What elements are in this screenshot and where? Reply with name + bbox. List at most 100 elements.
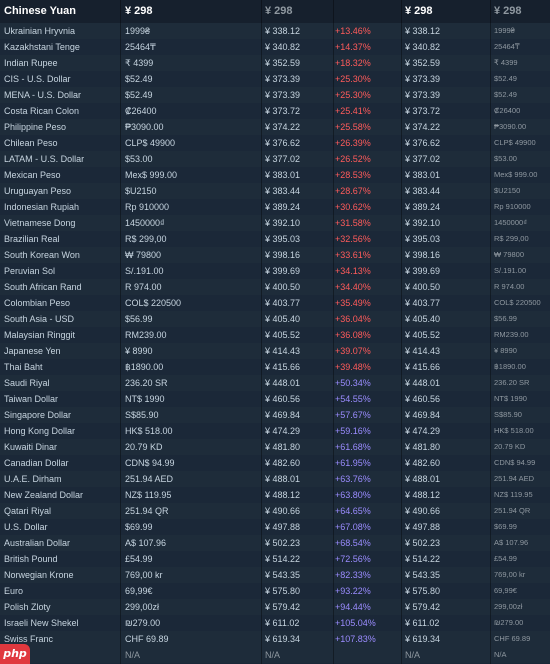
table-row: Hong Kong Dollar HK$ 518.00 ¥ 474.29 +59.16… (0, 423, 550, 439)
price-difference: +67.08% (335, 522, 371, 532)
local-price-repeat: 299,00zł (494, 602, 523, 611)
currency-name: Chilean Peso (4, 138, 58, 148)
table-row: Canadian Dollar CDN$ 94.99 ¥ 482.60 +61.95%… (0, 455, 550, 471)
converted-price: ¥ 377.02 (265, 154, 301, 164)
local-price: NZ$ 119.95 (125, 490, 172, 500)
local-price: $U2150 (125, 186, 157, 196)
table-row: Indian Rupee ₹ 4399 ¥ 352.59 +18.32% ¥ 352.5… (0, 55, 550, 71)
local-price-repeat: HK$ 518.00 (494, 426, 534, 435)
currency-name: Singapore Dollar (4, 410, 72, 420)
column-divider (401, 0, 402, 664)
currency-name: Mexican Peso (4, 170, 61, 180)
local-price-repeat: $56.99 (494, 314, 517, 323)
converted-price: ¥ 575.80 (265, 586, 301, 596)
converted-price-repeat: ¥ 474.29 (405, 426, 441, 436)
local-price: 251.94 AED (125, 474, 174, 484)
converted-price-repeat: ¥ 514.22 (405, 554, 441, 564)
local-price-repeat: $52.49 (494, 74, 517, 83)
converted-price-repeat: ¥ 482.60 (405, 458, 441, 468)
currency-name: Kuwaiti Dinar (4, 442, 58, 452)
price-difference: +61.95% (335, 458, 371, 468)
currency-name: Indonesian Rupiah (4, 202, 80, 212)
converted-price-repeat: ¥ 352.59 (405, 58, 441, 68)
currency-name: U.A.E. Dirham (4, 474, 62, 484)
local-price: ₪279.00 (125, 618, 161, 628)
table-row: Japanese Yen ¥ 8990 ¥ 414.43 +39.07% ¥ 414.4… (0, 343, 550, 359)
converted-price-repeat: ¥ 383.01 (405, 170, 441, 180)
local-price: COL$ 220500 (125, 298, 182, 308)
currency-name: South Asia - USD (4, 314, 75, 324)
price-difference: +36.04% (335, 314, 371, 324)
table-header: Chinese Yuan ¥ 298 ¥ 298 ¥ 298 ¥ 298 (0, 0, 550, 23)
currency-name: Ukrainian Hryvnia (4, 26, 76, 36)
table-row: Philippine Peso ₱3090.00 ¥ 374.22 +25.58% ¥ … (0, 119, 550, 135)
local-price: Mex$ 999.00 (125, 170, 178, 180)
converted-price: ¥ 338.12 (265, 26, 301, 36)
currency-name: Euro (4, 586, 24, 596)
table-row: Singapore Dollar S$85.90 ¥ 469.84 +57.67% ¥ … (0, 407, 550, 423)
converted-price: ¥ 415.66 (265, 362, 301, 372)
table-row: Indonesian Rupiah Rp 910000 ¥ 389.24 +30.62… (0, 199, 550, 215)
local-price: ₹ 4399 (125, 58, 154, 68)
local-price-repeat: $69.99 (494, 522, 517, 531)
price-difference: +63.80% (335, 490, 371, 500)
local-price-repeat: ₡26400 (494, 106, 521, 115)
converted-price-repeat: ¥ 383.44 (405, 186, 441, 196)
converted-price-repeat: ¥ 340.82 (405, 42, 441, 52)
table-row: LATAM - U.S. Dollar $53.00 ¥ 377.02 +26.52%… (0, 151, 550, 167)
currency-name: Swiss Franc (4, 634, 54, 644)
local-price-repeat: ₪279.00 (494, 618, 524, 627)
local-price: S/.191.00 (125, 266, 164, 276)
converted-price: ¥ 383.44 (265, 186, 301, 196)
na-cny: N/A (265, 650, 281, 660)
currency-name: South Korean Won (4, 250, 80, 260)
converted-price: ¥ 469.84 (265, 410, 301, 420)
currency-name: Canadian Dollar (4, 458, 69, 468)
converted-price-repeat: ¥ 405.40 (405, 314, 441, 324)
converted-price: ¥ 414.43 (265, 346, 301, 356)
currency-name: Vietnamese Dong (4, 218, 76, 228)
price-difference: +36.08% (335, 330, 371, 340)
converted-price-repeat: ¥ 398.16 (405, 250, 441, 260)
currency-name: Taiwan Dollar (4, 394, 59, 404)
table-row: Chilean Peso CLP$ 49900 ¥ 376.62 +26.39% ¥ 3… (0, 135, 550, 151)
converted-price-repeat: ¥ 338.12 (405, 26, 441, 36)
table-row: Swiss Franc CHF 69.89 ¥ 619.34 +107.83% ¥ 61… (0, 631, 550, 647)
price-difference: +34.40% (335, 282, 371, 292)
converted-price: ¥ 373.72 (265, 106, 301, 116)
converted-price: ¥ 373.39 (265, 90, 301, 100)
currency-name: Hong Kong Dollar (4, 426, 76, 436)
php-watermark-logo: php (0, 644, 30, 664)
table-row: Euro 69,99€ ¥ 575.80 +93.22% ¥ 575.80 69,99€ (0, 583, 550, 599)
column-divider (120, 0, 121, 664)
local-price-repeat: R$ 299,00 (494, 234, 529, 243)
table-row: South African Rand R 974.00 ¥ 400.50 +34.40… (0, 279, 550, 295)
local-price: A$ 107.96 (125, 538, 167, 548)
table-row: South Korean Won ₩ 79800 ¥ 398.16 +33.61% ¥ … (0, 247, 550, 263)
na-cny2: N/A (405, 650, 421, 660)
local-price: 1450000₫ (125, 218, 165, 228)
local-price: CDN$ 94.99 (125, 458, 175, 468)
currency-name: British Pound (4, 554, 58, 564)
local-price: 25464₸ (125, 42, 156, 52)
table-row: Kazakhstani Tenge 25464₸ ¥ 340.82 +14.37% ¥ … (0, 39, 550, 55)
local-price-repeat: £54.99 (494, 554, 517, 563)
local-price: S$85.90 (125, 410, 159, 420)
table-row: New Zealand Dollar NZ$ 119.95 ¥ 488.12 +63.… (0, 487, 550, 503)
converted-price-repeat: ¥ 373.39 (405, 90, 441, 100)
converted-price-repeat: ¥ 448.01 (405, 378, 441, 388)
local-price-repeat: S/.191.00 (494, 266, 527, 275)
converted-price: ¥ 460.56 (265, 394, 301, 404)
price-difference: +82.33% (335, 570, 371, 580)
local-price-repeat: A$ 107.96 (494, 538, 529, 547)
currency-name: U.S. Dollar (4, 522, 48, 532)
converted-price-repeat: ¥ 405.52 (405, 330, 441, 340)
table-row: Kuwaiti Dinar 20.79 KD ¥ 481.80 +61.68% ¥ 48… (0, 439, 550, 455)
converted-price-repeat: ¥ 502.23 (405, 538, 441, 548)
table-row: Uruguayan Peso $U2150 ¥ 383.44 +28.67% ¥ 383… (0, 183, 550, 199)
local-price-repeat: CDN$ 94.99 (494, 458, 536, 467)
local-price: £54.99 (125, 554, 153, 564)
currency-name: Qatari Riyal (4, 506, 52, 516)
local-price-repeat: 25464₸ (494, 42, 520, 51)
local-price-repeat: 769,00 kr (494, 570, 526, 579)
